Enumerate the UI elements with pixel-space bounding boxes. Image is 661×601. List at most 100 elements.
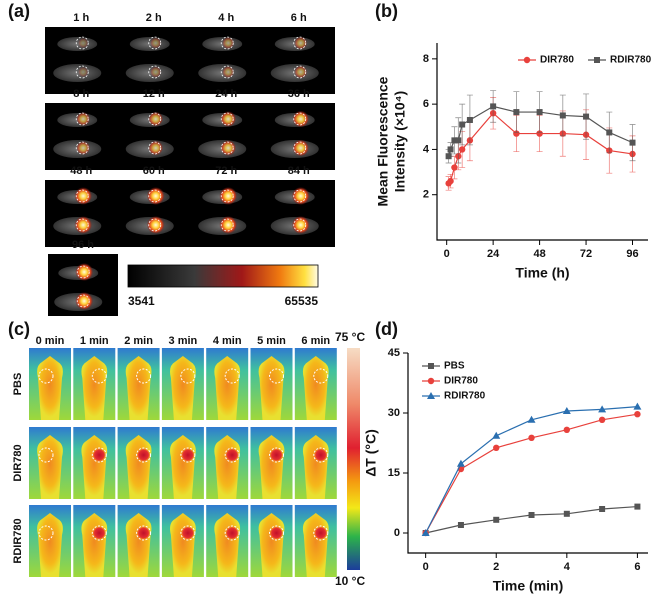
x-tick-label: 72 [580, 248, 592, 260]
time-label: 48 h [70, 165, 92, 177]
roi [224, 368, 240, 384]
image-strip [45, 27, 335, 94]
x-tick-label: 48 [533, 248, 545, 260]
roi [293, 218, 307, 232]
panel-label: (a) [8, 1, 30, 21]
marker [598, 405, 607, 413]
x-tick-label: 0 [423, 561, 429, 573]
roi [75, 112, 89, 126]
roi [293, 36, 307, 50]
signal [219, 216, 238, 234]
legend-marker [594, 57, 600, 63]
marker [493, 444, 500, 451]
signal [291, 187, 310, 205]
marker [490, 103, 497, 110]
signal [292, 110, 310, 128]
time-label: 72 h [215, 165, 237, 177]
signal [75, 292, 94, 310]
panel-label: (b) [375, 1, 398, 21]
roi [76, 294, 90, 308]
roi [91, 368, 107, 384]
marker [583, 113, 590, 120]
hot-spot [269, 448, 284, 462]
y-tick-label: 8 [423, 53, 429, 65]
legend-marker [523, 56, 531, 64]
roi [220, 36, 234, 50]
roi [148, 65, 162, 79]
marker [466, 116, 473, 123]
hot-spot [225, 526, 240, 540]
group-label: DIR780 [12, 444, 24, 481]
marker [629, 139, 636, 146]
time-label: 5 min [257, 335, 286, 347]
roi [136, 525, 152, 541]
y-tick-label: 6 [423, 98, 429, 110]
mouse-body [37, 356, 63, 420]
time-label: 3 min [169, 335, 198, 347]
series-line [448, 112, 633, 184]
time-label: 6 h [291, 12, 307, 24]
hot-spot [136, 448, 151, 462]
time-label: 24 h [215, 88, 237, 100]
hot-spot [313, 448, 328, 462]
hot-spot [92, 526, 107, 540]
roi [293, 65, 307, 79]
marker [536, 109, 543, 116]
x-tick-label: 4 [564, 561, 571, 573]
roi [148, 141, 162, 155]
roi [180, 368, 196, 384]
colorbar-label: 75 °C [335, 330, 365, 344]
legend-label: PBS [444, 361, 465, 372]
signal [150, 37, 162, 49]
roi [75, 36, 89, 50]
roi [76, 265, 90, 279]
time-label: 36 h [288, 88, 310, 100]
roi [148, 218, 162, 232]
y-tick-label: 2 [423, 189, 429, 201]
time-label: 60 h [143, 165, 165, 177]
mouse-body [214, 356, 241, 420]
signal [292, 139, 310, 157]
roi [75, 189, 89, 203]
time-label: 4 min [213, 335, 242, 347]
signal [74, 216, 93, 234]
marker [559, 112, 566, 119]
hot-spot [136, 526, 151, 540]
y-tick-label: 30 [388, 407, 400, 419]
colorbar-label: 10 °C [335, 574, 365, 588]
group-label: RDIR780 [12, 518, 24, 563]
hot-spot [225, 448, 240, 462]
marker [634, 503, 641, 510]
mouse-body [81, 435, 108, 499]
hot-spot [313, 526, 328, 540]
y-tick-label: 45 [388, 347, 400, 359]
axis [436, 43, 648, 241]
roi [224, 525, 240, 541]
marker [456, 459, 465, 467]
colorbar [127, 264, 319, 288]
marker [563, 510, 570, 517]
mouse-body [125, 356, 152, 420]
time-label: 84 h [288, 165, 310, 177]
legend-label: RDIR780 [444, 391, 486, 402]
mouse-body [214, 435, 241, 499]
mouse-body [125, 513, 152, 577]
roi [75, 65, 89, 79]
marker [528, 512, 535, 518]
marker [513, 130, 520, 137]
mouse [125, 64, 174, 82]
signal [294, 65, 308, 79]
mouse-body [258, 513, 285, 577]
mouse-body [170, 513, 196, 577]
marker [513, 109, 520, 116]
legend-label: DIR780 [444, 376, 478, 387]
x-tick-label: 6 [634, 561, 640, 573]
signal [219, 187, 238, 205]
marker [563, 426, 571, 433]
roi [293, 112, 307, 126]
colorbar-label: 3541 [128, 294, 155, 308]
x-tick-label: 2 [493, 561, 499, 573]
roi [136, 447, 152, 463]
roi [269, 525, 284, 541]
